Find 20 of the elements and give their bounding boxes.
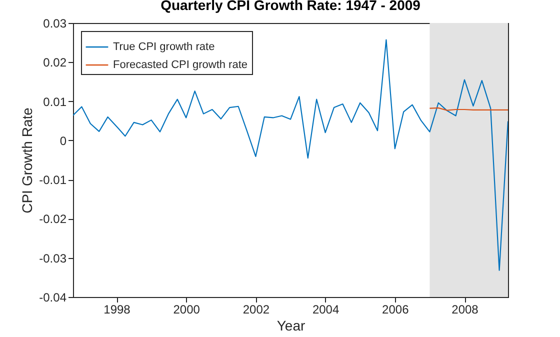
y-tick-label: 0.02 [43, 56, 67, 70]
x-tick-label: 1998 [104, 302, 131, 316]
y-tick-label: 0.03 [43, 16, 67, 30]
chart-title: Quarterly CPI Growth Rate: 1947 - 2009 [160, 0, 421, 13]
x-axis-title: Year [276, 318, 306, 334]
legend-label: True CPI growth rate [113, 41, 215, 53]
y-tick-label: -0.02 [39, 212, 67, 226]
x-tick-label: 2004 [312, 302, 340, 316]
y-axis-title: CPI Growth Rate [19, 107, 36, 214]
y-tick-label: -0.01 [39, 173, 67, 188]
line-series [73, 39, 508, 271]
y-tick-label: -0.03 [39, 251, 67, 266]
x-tick-label: 2002 [242, 302, 270, 316]
x-tick-label: 2000 [173, 302, 200, 316]
x-tick-label: 2006 [382, 302, 410, 316]
legend-label: Forecasted CPI growth rate [113, 59, 248, 71]
y-tick-label: 0 [60, 134, 67, 148]
y-tick-label: 0.01 [43, 94, 67, 109]
x-tick-label: 2008 [452, 302, 479, 316]
y-tick-label: -0.04 [39, 290, 67, 304]
